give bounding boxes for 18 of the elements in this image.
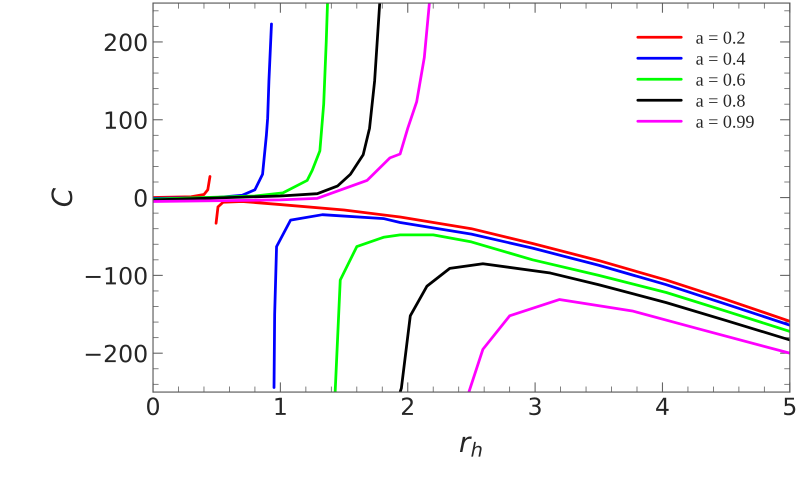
x-tick-label: 0 bbox=[147, 397, 159, 416]
y-axis-title: C bbox=[51, 188, 72, 206]
x-tick-label: 1 bbox=[275, 398, 286, 415]
x-tick-label: 2 bbox=[402, 397, 413, 415]
y-tick-label: 0 bbox=[134, 189, 147, 207]
y-tick-label: −200 bbox=[86, 344, 147, 363]
legend-label: a = 0.2 bbox=[696, 32, 744, 44]
y-tick-label: 100 bbox=[106, 111, 147, 130]
legend-label: a = 0.6 bbox=[696, 74, 745, 86]
legend-label: a = 0.4 bbox=[696, 52, 746, 65]
legend-label: a = 0.8 bbox=[696, 94, 745, 107]
y-tick-label: −100 bbox=[86, 266, 147, 285]
x-tick-label: 4 bbox=[656, 398, 669, 415]
x-tick-label: 5 bbox=[784, 398, 796, 416]
x-axis-title: r$_{h}$ bbox=[460, 436, 482, 457]
x-tick-label: 3 bbox=[529, 397, 541, 416]
legend-label: a = 0.99 bbox=[696, 116, 754, 128]
y-tick-label: 200 bbox=[104, 33, 147, 52]
